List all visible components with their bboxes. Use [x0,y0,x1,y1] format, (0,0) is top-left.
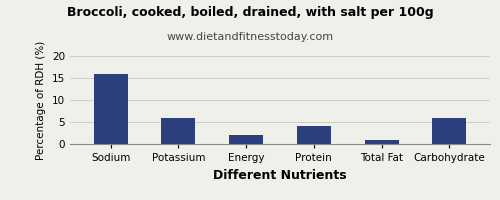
X-axis label: Different Nutrients: Different Nutrients [213,169,347,182]
Bar [297,126,331,144]
Text: Broccoli, cooked, boiled, drained, with salt per 100g: Broccoli, cooked, boiled, drained, with … [66,6,434,19]
Text: www.dietandfitnesstoday.com: www.dietandfitnesstoday.com [166,32,334,42]
Bar [364,140,398,144]
Bar [162,118,196,144]
Y-axis label: Percentage of RDH (%): Percentage of RDH (%) [36,40,46,160]
Bar [229,135,263,144]
Bar [432,118,466,144]
Bar [94,74,128,144]
